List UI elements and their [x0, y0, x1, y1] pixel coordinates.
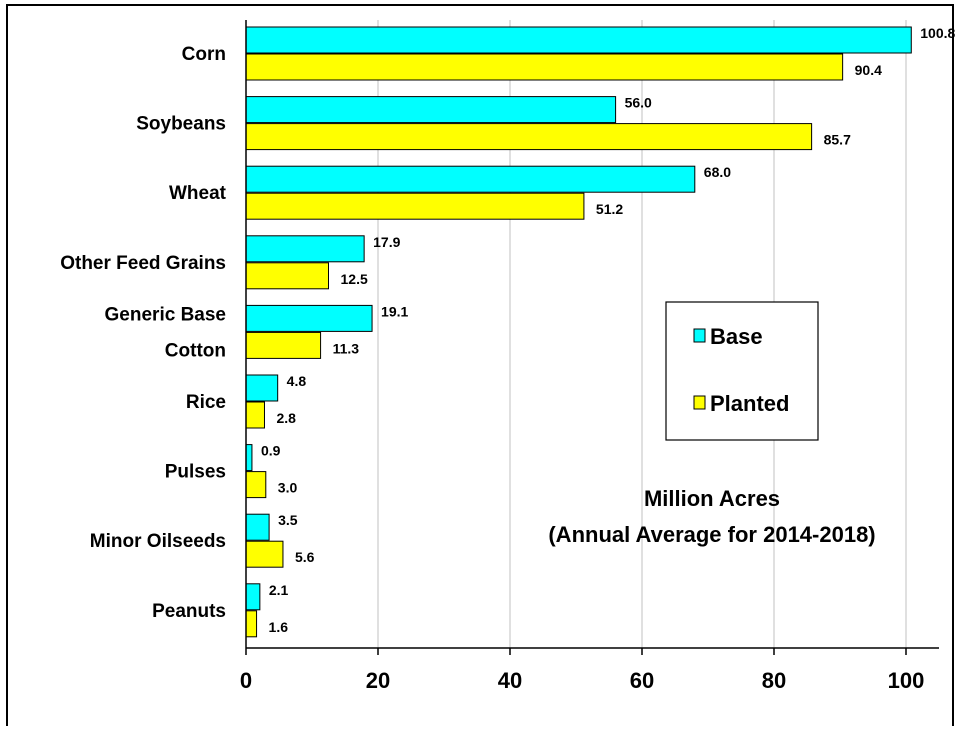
category-label: Minor Oilseeds: [90, 531, 226, 552]
legend-box: [665, 301, 819, 441]
data-label: 68.0: [704, 164, 731, 180]
data-label: 17.9: [373, 234, 400, 250]
category-label: Corn: [182, 44, 226, 65]
bars: [245, 26, 912, 638]
data-label: 51.2: [596, 201, 623, 217]
bar-planted: [245, 192, 585, 220]
bar-base: [245, 304, 373, 332]
category-label: Soybeans: [136, 114, 226, 135]
bar-planted: [245, 610, 258, 638]
legend-swatch-base: [693, 328, 706, 343]
bar-base: [245, 165, 696, 193]
x-tick-label: 20: [366, 668, 390, 693]
bar-planted: [245, 123, 813, 151]
annotation-line: (Annual Average for 2014-2018): [548, 522, 875, 547]
bar-base: [245, 26, 912, 54]
bar-base: [245, 235, 365, 263]
bar-base: [245, 374, 279, 402]
data-label: 3.5: [278, 512, 298, 528]
bar-planted: [245, 471, 267, 499]
x-tick-label: 0: [240, 668, 252, 693]
data-label: 5.6: [295, 549, 315, 565]
x-tick-label: 60: [630, 668, 654, 693]
data-label: 2.1: [269, 582, 289, 598]
labels: 100.8 90.4 Corn 56.0 85.7 Soybeans 68.0 51.2 Whe…: [60, 25, 955, 635]
category-label: Pulses: [165, 462, 226, 483]
bar-base: [245, 444, 253, 472]
legend-swatch-planted: [693, 395, 706, 410]
annotation-line: Million Acres: [644, 486, 780, 511]
category-label: Wheat: [169, 183, 227, 204]
bar-planted: [245, 401, 265, 429]
bar-planted: [245, 53, 844, 81]
x-tick-label: 80: [762, 668, 786, 693]
x-tick-label: 100: [888, 668, 925, 693]
data-label: 100.8: [920, 25, 955, 41]
legend: Base Planted: [665, 301, 819, 441]
category-label: Other Feed Grains: [60, 253, 226, 274]
data-label: 2.8: [276, 410, 296, 426]
data-label: 56.0: [625, 95, 652, 111]
legend-label-planted: Planted: [710, 391, 789, 416]
data-label: 11.3: [333, 340, 360, 356]
x-tick-label: 40: [498, 668, 522, 693]
bar-planted: [245, 331, 322, 359]
data-label: 12.5: [341, 271, 368, 287]
data-label: 4.8: [287, 373, 307, 389]
chart-frame: [6, 4, 954, 726]
category-label: Peanuts: [152, 601, 226, 622]
bar-planted: [245, 262, 329, 290]
data-label: 90.4: [855, 62, 882, 78]
bar-base: [245, 583, 261, 611]
bar-base: [245, 513, 270, 541]
x-axis: 0 20 40 60 80 100: [240, 20, 939, 693]
data-label: 3.0: [278, 480, 298, 496]
category-label: Generic Base: [105, 304, 226, 325]
data-label: 19.1: [381, 303, 408, 319]
bar-base: [245, 96, 617, 124]
category-label: Rice: [186, 392, 226, 413]
data-label: 1.6: [269, 619, 289, 635]
data-label: 85.7: [824, 132, 851, 148]
data-label: 0.9: [261, 443, 281, 459]
category-label: Cotton: [165, 340, 226, 361]
legend-label-base: Base: [710, 324, 763, 349]
bar-planted: [245, 540, 284, 568]
annotation: Million Acres (Annual Average for 2014-20…: [548, 486, 875, 547]
